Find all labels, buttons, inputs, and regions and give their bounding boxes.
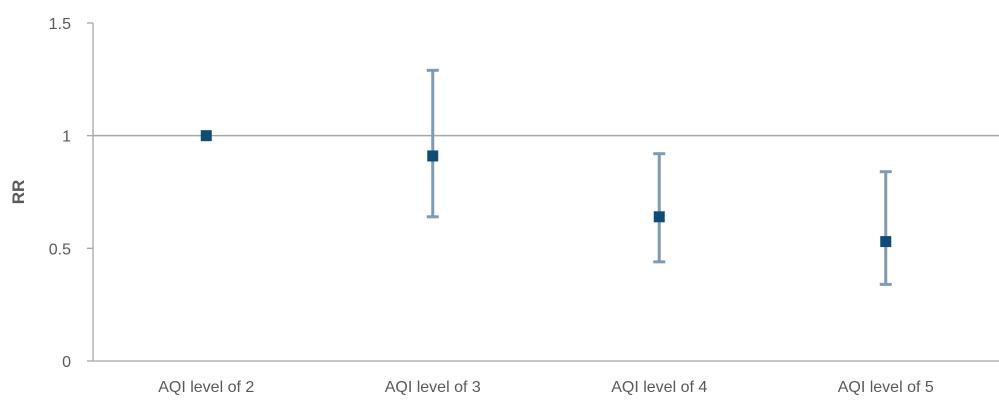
x-category-label: AQI level of 3 [385,379,481,396]
data-point-marker [427,150,439,162]
axes: 0 0.5 1 1.5 AQI level of 2 AQI level of 3 AQI … [49,16,999,396]
error-bars [426,68,892,286]
data-point-marker [880,236,892,248]
error-bar [653,152,666,264]
error-bar [426,68,439,219]
x-category-label: AQI level of 4 [611,379,707,396]
x-category-label: AQI level of 5 [838,379,934,396]
y-tick-label: 0.5 [49,241,71,258]
error-bar [879,170,892,286]
x-category-label: AQI level of 2 [158,379,254,396]
data-points [200,130,892,248]
data-point-marker [200,130,212,142]
y-tick-label: 1 [62,129,71,146]
data-point-marker [653,211,665,223]
y-tick-label: 1.5 [49,16,71,33]
y-tick-label: 0 [62,354,71,371]
y-axis-title: RR [9,180,28,205]
labels: RR [9,180,28,205]
